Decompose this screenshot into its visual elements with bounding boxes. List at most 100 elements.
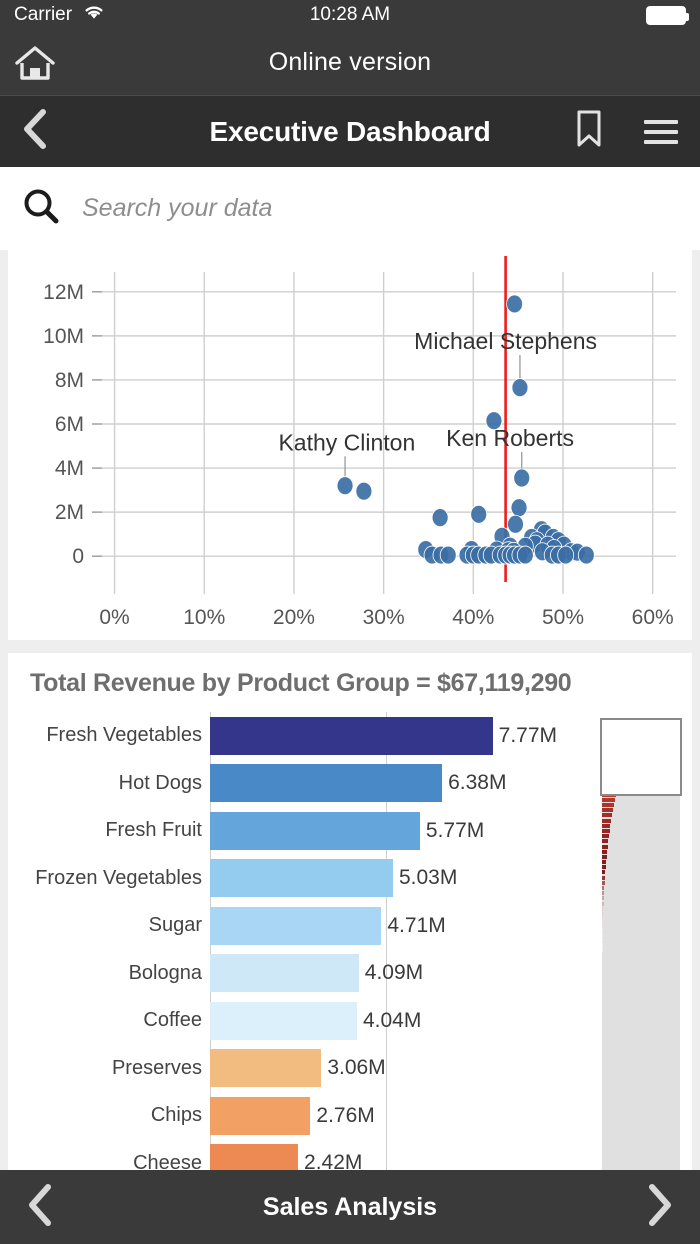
bar-track: 2.42M	[210, 1140, 592, 1170]
search-input[interactable]: Search your data	[82, 194, 273, 222]
minimap-bar	[602, 911, 604, 916]
y-tick-label: 12M	[43, 281, 84, 304]
scatter-point	[507, 514, 524, 534]
bar-fill[interactable]	[210, 811, 420, 850]
minimap-bar	[602, 818, 611, 823]
minimap-bar	[602, 849, 608, 854]
bar-value-label: 2.76M	[316, 1103, 375, 1127]
bar-category-label: Chips	[150, 1104, 202, 1127]
bar-value-label: 4.09M	[364, 961, 424, 985]
bar-fill[interactable]	[210, 716, 493, 755]
bar-row[interactable]: Fresh Fruit 5.77M	[8, 807, 592, 855]
scatter-point	[557, 545, 575, 565]
y-tick-label: 8M	[55, 369, 84, 392]
x-tick-label: 30%	[363, 606, 405, 629]
next-sheet-button[interactable]	[646, 1182, 674, 1233]
minimap-bar	[602, 896, 604, 901]
bar-fill[interactable]	[210, 1144, 299, 1170]
annotation-label: Ken Roberts	[446, 425, 574, 451]
minimap-bar	[602, 948, 603, 953]
bar-track: 4.71M	[210, 902, 592, 950]
minimap-bar	[602, 803, 614, 807]
x-tick-label: 10%	[183, 606, 225, 629]
minimap-bar	[602, 906, 604, 911]
nav-actions	[576, 110, 678, 153]
minimap-bar	[602, 891, 605, 896]
minimap-bar	[602, 927, 603, 932]
bar-fill[interactable]	[210, 1049, 322, 1088]
y-tick-label: 6M	[55, 413, 84, 436]
status-bar: Carrier 10:28 AM	[0, 0, 700, 30]
wifi-icon	[82, 3, 106, 27]
bookmark-icon[interactable]	[576, 110, 602, 153]
bar-row[interactable]: Cheese 2.42M	[8, 1140, 592, 1170]
bar-gridline	[386, 712, 388, 1170]
scatter-point	[431, 508, 449, 528]
bar-fill[interactable]	[210, 859, 393, 898]
minimap-bar	[602, 886, 605, 890]
hamburger-menu-icon[interactable]	[644, 119, 678, 144]
bar-track: 5.77M	[210, 807, 592, 855]
bar-row[interactable]: Frozen Vegetables 5.03M	[8, 855, 592, 903]
minimap-bar	[602, 844, 608, 849]
minimap-viewport-handle[interactable]	[600, 718, 682, 796]
minimap-bar	[602, 834, 610, 839]
bar-chart-title: Total Revenue by Product Group = $67,119…	[30, 669, 572, 697]
online-version-title: Online version	[268, 48, 432, 76]
annotation-label: Michael Stephens	[414, 328, 597, 354]
scatter-chart-card: 0 2M 4M 6M 8M 10M 12M 0% 10% 20% 30% 40% 50% 60% Micha…	[8, 250, 692, 640]
minimap-bar	[602, 808, 613, 813]
scatter-plot[interactable]: 0 2M 4M 6M 8M 10M 12M 0% 10% 20% 30% 40% 50% 60% Micha…	[8, 250, 692, 640]
bar-chart-card: Total Revenue by Product Group = $67,119…	[8, 653, 692, 1170]
minimap-bar	[602, 860, 607, 865]
bar-value-label: 6.38M	[448, 771, 507, 795]
bar-track: 4.04M	[210, 997, 592, 1045]
online-version-bar: Online version	[0, 30, 700, 95]
bar-rows-container[interactable]: Fresh Vegetables 7.77M Hot Dogs 6.38M Fresh …	[8, 712, 592, 1170]
home-icon[interactable]	[14, 44, 56, 82]
bar-row[interactable]: Sugar 4.71M	[8, 902, 592, 950]
minimap-bar	[602, 901, 604, 906]
bar-fill[interactable]	[210, 954, 359, 993]
previous-sheet-button[interactable]	[26, 1182, 54, 1233]
minimap-bar	[602, 854, 607, 859]
bar-chart-plot[interactable]: Fresh Vegetables 7.77M Hot Dogs 6.38M Fresh …	[8, 712, 692, 1170]
dashboard-content: 0 2M 4M 6M 8M 10M 12M 0% 10% 20% 30% 40% 50% 60% Micha…	[0, 250, 700, 1170]
bar-fill[interactable]	[210, 764, 443, 803]
sheet-navigation-bar: Sales Analysis	[0, 1170, 700, 1244]
scroll-minimap[interactable]	[592, 712, 692, 1170]
bar-row[interactable]: Fresh Vegetables 7.77M	[8, 712, 592, 760]
app-navigation-bar: Executive Dashboard	[0, 95, 700, 167]
minimap-bar	[602, 813, 612, 818]
minimap-bar	[602, 875, 606, 880]
bar-row[interactable]: Preserves 3.06M	[8, 1045, 592, 1093]
back-button[interactable]	[22, 108, 48, 155]
bar-category-label: Fresh Vegetables	[46, 724, 202, 747]
bar-row[interactable]: Bologna 4.09M	[8, 950, 592, 998]
bar-row[interactable]: Chips 2.76M	[8, 1092, 592, 1140]
scatter-plot-svg[interactable]: 0 2M 4M 6M 8M 10M 12M 0% 10% 20% 30% 40% 50% 60% Micha…	[8, 250, 692, 640]
carrier-label: Carrier	[14, 4, 73, 25]
bar-value-label: 3.06M	[327, 1056, 386, 1080]
bar-category-label: Hot Dogs	[118, 771, 202, 794]
bar-category-label: Coffee	[143, 1009, 202, 1032]
bar-row[interactable]: Hot Dogs 6.38M	[8, 760, 592, 808]
search-bar[interactable]: Search your data	[0, 167, 700, 250]
y-tick-label: 2M	[55, 501, 84, 524]
minimap-bar	[602, 922, 603, 927]
y-tick-label: 4M	[55, 457, 84, 480]
bar-track: 7.77M	[210, 712, 592, 760]
x-tick-label: 0%	[99, 606, 129, 629]
bar-fill[interactable]	[210, 906, 382, 945]
bar-fill[interactable]	[210, 1096, 311, 1135]
x-tick-label: 20%	[273, 606, 315, 629]
page-title: Executive Dashboard	[209, 115, 491, 147]
bar-track: 6.38M	[210, 760, 592, 808]
y-tick-label: 0	[72, 545, 84, 568]
bar-fill[interactable]	[210, 1001, 357, 1040]
scatter-point	[336, 476, 354, 496]
bar-row[interactable]: Coffee 4.04M	[8, 997, 592, 1045]
bar-category-label: Preserves	[111, 1056, 202, 1079]
minimap-bar	[602, 823, 611, 828]
scatter-point	[485, 411, 503, 431]
